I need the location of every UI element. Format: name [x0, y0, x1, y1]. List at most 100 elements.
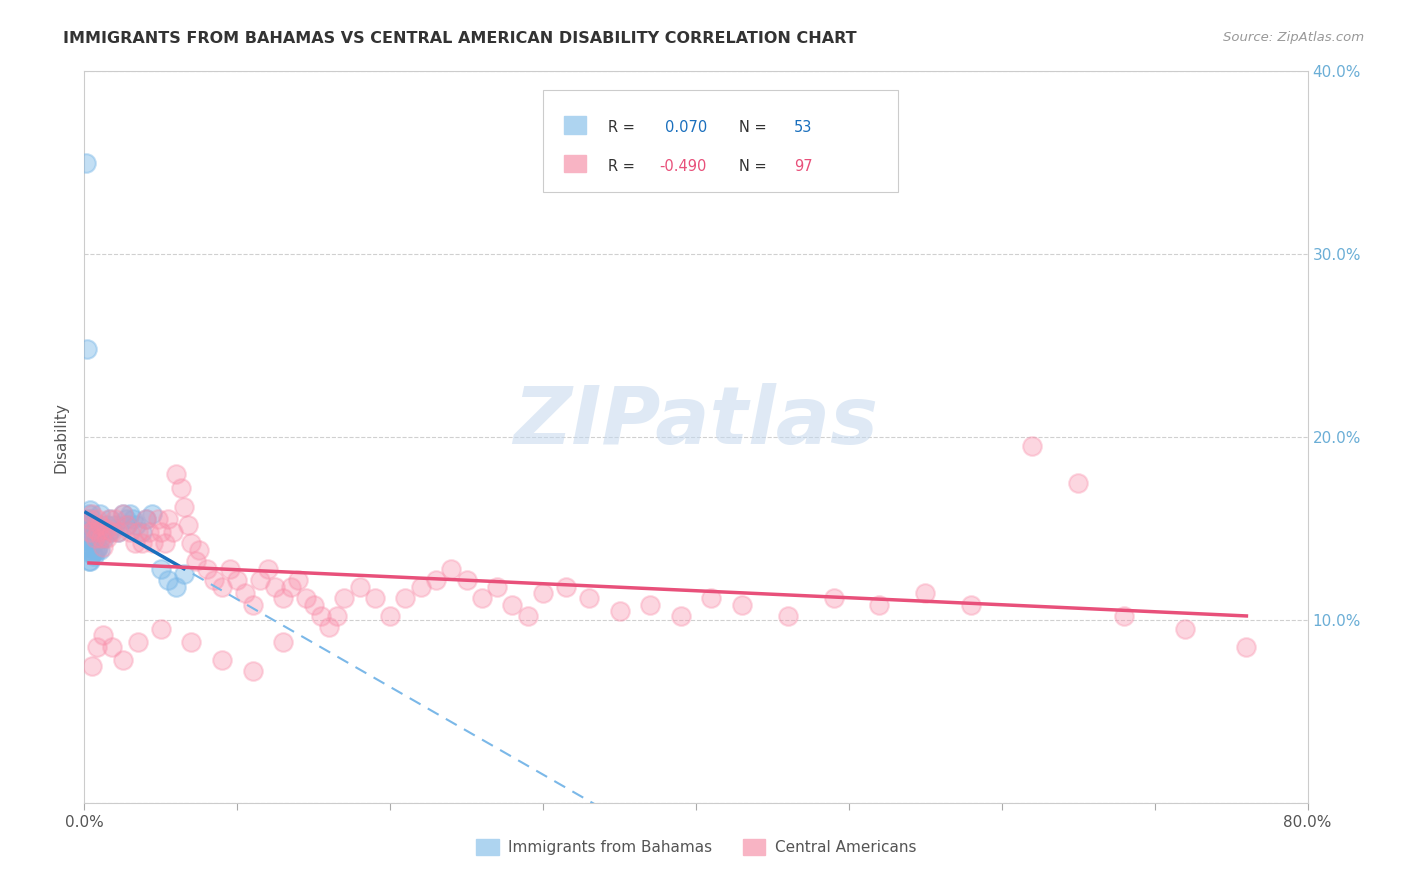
Point — [280, 580, 302, 594]
Point — [609, 604, 631, 618]
Point — [76, 343, 98, 357]
Point — [94, 521, 117, 535]
Point — [242, 599, 264, 613]
Point — [157, 512, 180, 526]
Point — [89, 525, 111, 540]
Point — [325, 609, 347, 624]
Point — [149, 562, 172, 576]
Point — [264, 580, 287, 594]
Point — [555, 580, 578, 594]
Point — [80, 507, 103, 521]
Point — [218, 562, 240, 576]
Point — [111, 507, 134, 521]
Point — [101, 525, 124, 540]
Point — [77, 512, 100, 526]
Point — [96, 531, 118, 545]
Point — [157, 573, 180, 587]
Point — [456, 573, 478, 587]
Point — [89, 507, 111, 521]
Point — [79, 525, 101, 540]
Text: N =: N = — [738, 159, 770, 174]
Point — [1236, 640, 1258, 655]
Point — [122, 512, 145, 526]
Point — [76, 512, 98, 526]
Point — [127, 635, 149, 649]
Point — [104, 517, 127, 532]
Legend: Immigrants from Bahamas, Central Americans: Immigrants from Bahamas, Central America… — [470, 833, 922, 861]
Point — [869, 599, 891, 613]
Bar — [564, 155, 586, 172]
Point — [96, 517, 118, 532]
Point — [89, 543, 111, 558]
Point — [114, 512, 136, 526]
Point — [141, 507, 163, 521]
Point — [162, 525, 184, 540]
Text: R =: R = — [607, 120, 640, 136]
Point — [1067, 475, 1090, 490]
Text: Source: ZipAtlas.com: Source: ZipAtlas.com — [1223, 31, 1364, 45]
Point — [249, 573, 271, 587]
Point — [394, 591, 416, 605]
Point — [76, 525, 98, 540]
Point — [776, 609, 799, 624]
Point — [502, 599, 524, 613]
Point — [146, 512, 169, 526]
Point — [1021, 439, 1043, 453]
Point — [516, 609, 538, 624]
Point — [75, 156, 97, 170]
Point — [180, 536, 202, 550]
Point — [107, 525, 129, 540]
Point — [83, 536, 105, 550]
Point — [77, 531, 100, 545]
Point — [93, 531, 115, 545]
Point — [80, 512, 103, 526]
Point — [471, 591, 494, 605]
Point — [155, 536, 177, 550]
Text: R =: R = — [607, 159, 640, 174]
Point — [823, 591, 845, 605]
Point — [77, 517, 100, 532]
Point — [86, 512, 108, 526]
Point — [86, 525, 108, 540]
Point — [638, 599, 661, 613]
Point — [578, 591, 600, 605]
Point — [135, 512, 157, 526]
Point — [233, 585, 256, 599]
Point — [90, 531, 112, 545]
Point — [120, 507, 142, 521]
Point — [149, 525, 172, 540]
Point — [111, 653, 134, 667]
Point — [80, 536, 103, 550]
Point — [80, 658, 103, 673]
Text: IMMIGRANTS FROM BAHAMAS VS CENTRAL AMERICAN DISABILITY CORRELATION CHART: IMMIGRANTS FROM BAHAMAS VS CENTRAL AMERI… — [63, 31, 856, 46]
Point — [90, 531, 112, 545]
Point — [115, 517, 138, 532]
Point — [87, 521, 110, 535]
Point — [311, 609, 333, 624]
Point — [84, 531, 107, 545]
Point — [79, 503, 101, 517]
Point — [142, 536, 165, 550]
Point — [80, 547, 103, 561]
Point — [80, 525, 103, 540]
Point — [115, 517, 138, 532]
Point — [257, 562, 280, 576]
Point — [960, 599, 983, 613]
Point — [127, 525, 149, 540]
Point — [83, 549, 105, 563]
Point — [89, 517, 111, 532]
Point — [669, 609, 692, 624]
Point — [202, 573, 225, 587]
Point — [83, 521, 105, 535]
Point — [226, 573, 249, 587]
Point — [1174, 622, 1197, 636]
Point — [84, 531, 107, 545]
Point — [914, 585, 936, 599]
Point — [131, 525, 153, 540]
Text: 53: 53 — [794, 120, 813, 136]
Point — [97, 512, 120, 526]
Point — [77, 543, 100, 558]
Point — [380, 609, 402, 624]
Point — [91, 627, 114, 641]
Point — [79, 525, 101, 540]
